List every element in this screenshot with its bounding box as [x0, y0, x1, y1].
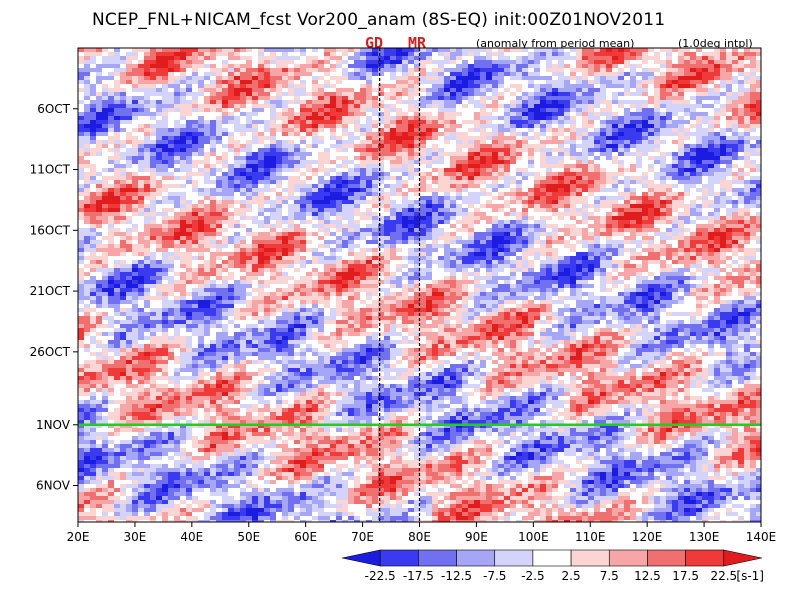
y-tick-label: 6OCT — [37, 102, 70, 116]
colorbar-label: -7.5 — [483, 569, 506, 583]
y-tick-label: 16OCT — [30, 223, 71, 237]
x-tick-label: 140E — [746, 530, 777, 544]
colorbar-swatch — [379, 549, 419, 567]
colorbar-swatch — [532, 549, 572, 567]
colorbar-label: -17.5 — [403, 569, 434, 583]
colorbar-label: 7.5 — [600, 569, 619, 583]
chart-title: NCEP_FNL+NICAM_fcst Vor200_anam (8S-EQ) … — [92, 10, 666, 30]
colorbar-swatch — [723, 549, 763, 567]
y-tick-label: 11OCT — [30, 163, 71, 177]
anomaly-field — [78, 48, 761, 522]
axes: 20E 30E 40E 50E 60E 70E 80E 90E 100E 110E 120E 130E… — [30, 102, 777, 544]
interp-note: (1.0deg intpl) — [678, 37, 753, 50]
x-tick-label: 20E — [67, 530, 90, 544]
x-tick-label: 60E — [294, 530, 317, 544]
anomaly-note: (anomaly from period mean) — [476, 37, 635, 50]
y-tick-label: 6NOV — [36, 479, 71, 493]
x-tick-label: 130E — [689, 530, 720, 544]
colorbar-swatch — [456, 549, 496, 567]
colorbar-swatch — [418, 549, 457, 567]
colorbar-label: 2.5 — [562, 569, 581, 583]
marker-lines — [78, 48, 761, 522]
colorbar-label: 17.5 — [672, 569, 699, 583]
x-tick-label: 100E — [518, 530, 549, 544]
x-tick-label: 110E — [575, 530, 606, 544]
x-tick-label: 80E — [408, 530, 431, 544]
colorbar-swatch — [685, 549, 725, 567]
x-tick-label: 40E — [180, 530, 203, 544]
colorbar-label: -22.5 — [365, 569, 396, 583]
colorbar-swatch — [647, 549, 686, 567]
colorbar-unit: [s-1] — [736, 569, 764, 583]
colorbar: -22.5 -17.5 -12.5 -7.5 -2.5 2.5 7.5 12.5 17.5 22.… — [341, 549, 764, 583]
y-tick-label: 1NOV — [36, 418, 71, 432]
colorbar-swatch — [608, 549, 648, 567]
x-tick-label: 90E — [465, 530, 488, 544]
colorbar-label: 12.5 — [634, 569, 661, 583]
y-tick-label: 26OCT — [30, 345, 71, 359]
colorbar-swatch — [341, 549, 381, 567]
x-tick-label: 30E — [123, 530, 146, 544]
x-tick-label: 120E — [632, 530, 663, 544]
colorbar-swatch — [570, 549, 610, 567]
x-tick-label: 70E — [351, 530, 374, 544]
y-tick-label: 21OCT — [30, 284, 71, 298]
colorbar-label: 22.5 — [710, 569, 737, 583]
colorbar-label: -2.5 — [521, 569, 544, 583]
colorbar-swatch — [494, 549, 534, 567]
colorbar-label: -12.5 — [441, 569, 472, 583]
x-tick-label: 50E — [237, 530, 260, 544]
